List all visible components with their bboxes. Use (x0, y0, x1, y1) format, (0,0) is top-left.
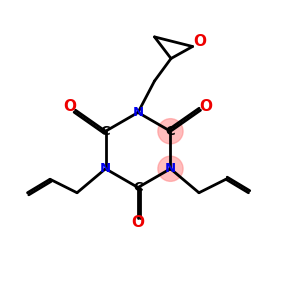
Text: N: N (132, 106, 144, 119)
Text: C: C (101, 125, 110, 138)
Text: O: O (64, 99, 76, 114)
Text: O: O (200, 99, 212, 114)
Text: C: C (133, 181, 143, 194)
Text: O: O (131, 215, 145, 230)
Text: O: O (194, 34, 207, 49)
Text: C: C (166, 125, 175, 138)
Circle shape (158, 118, 183, 144)
Text: N: N (100, 162, 111, 175)
Circle shape (158, 156, 183, 181)
Text: N: N (165, 162, 176, 175)
